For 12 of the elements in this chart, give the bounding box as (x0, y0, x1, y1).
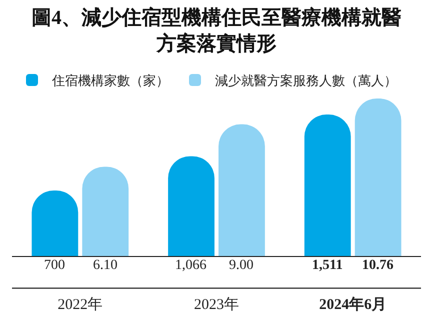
data-label: 10.76 (362, 258, 394, 273)
data-label: 1,066 (175, 258, 206, 273)
legend-label: 住宿機構家數（家） (51, 73, 169, 88)
data-label: 1,511 (312, 258, 343, 273)
data-label: 700 (44, 258, 65, 273)
legend-label: 減少就醫方案服務人數（萬人） (215, 73, 397, 88)
data-label: 6.10 (93, 258, 118, 273)
x-tick-label: 2024年6月 (319, 296, 387, 314)
x-tick-label: 2023年 (194, 296, 239, 314)
chart-title: 圖4、減少住宿型機構住民至醫療機構就醫方案落實情形 (32, 6, 402, 55)
x-tick-label: 2022年 (58, 296, 103, 314)
data-label: 9.00 (229, 258, 254, 273)
